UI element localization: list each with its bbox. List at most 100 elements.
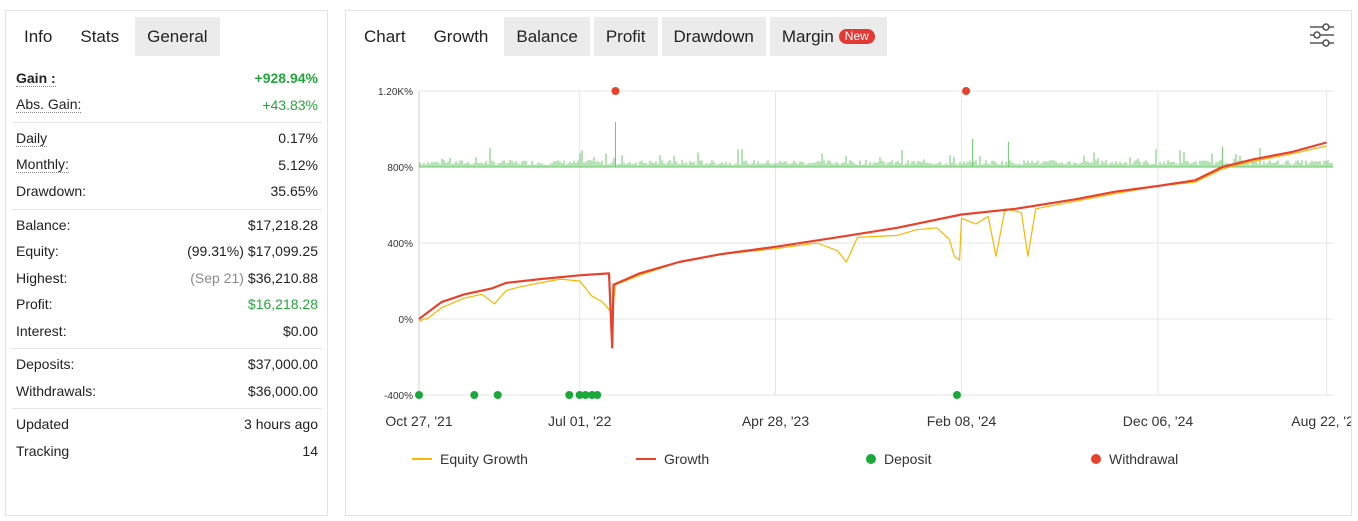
- daily-label[interactable]: Daily: [16, 129, 48, 147]
- tab-growth[interactable]: Growth: [421, 17, 501, 56]
- chart-legend: Equity Growth Growth Deposit Withdrawal: [346, 451, 1353, 471]
- highest-date: (Sep 21): [190, 269, 244, 286]
- x-axis-labels: Oct 27, '21 Jul 01, '22 Apr 28, '23 Feb 08,…: [385, 413, 1351, 429]
- drawdown-value: 35.65%: [270, 183, 318, 200]
- legend-deposit[interactable]: Deposit: [866, 451, 931, 467]
- x-tick-label: Oct 27, '21: [385, 413, 452, 429]
- x-tick-label: Feb 08, '24: [927, 413, 997, 429]
- deposit-marker: [575, 391, 584, 399]
- legend-withdrawal[interactable]: Withdrawal: [1091, 451, 1178, 467]
- legend-equity-growth[interactable]: Equity Growth: [412, 451, 528, 467]
- series-lines: [418, 141, 1327, 349]
- stats-list: Gain : +928.94% Abs. Gain: +43.83% Daily…: [12, 63, 322, 468]
- y-tick-label: 800%: [387, 163, 413, 174]
- updated-value: 3 hours ago: [244, 416, 318, 433]
- drawdown-label: Drawdown:: [16, 183, 87, 200]
- y-tick-label: 0%: [399, 315, 414, 326]
- interest-value: $0.00: [282, 322, 318, 339]
- y-axis-labels: 1.20K% 800% 400% 0% -400%: [378, 87, 413, 402]
- tab-margin-label: Margin: [781, 27, 834, 46]
- abs-gain-label[interactable]: Abs. Gain:: [16, 96, 82, 114]
- deposit-marker: [493, 391, 502, 399]
- profit-label: Profit:: [16, 296, 53, 313]
- tab-drawdown[interactable]: Drawdown: [661, 17, 766, 56]
- interest-label: Interest:: [16, 322, 67, 339]
- stat-row-daily: Daily 0.17%: [12, 125, 322, 152]
- deposits-value: $37,000.00: [247, 356, 318, 373]
- event-markers: [415, 87, 971, 399]
- tab-margin[interactable]: Margin New: [769, 17, 887, 56]
- stat-row-tracking: Tracking 14: [12, 438, 322, 465]
- sliders-icon[interactable]: [1309, 23, 1335, 47]
- legend-growth[interactable]: Growth: [636, 451, 709, 467]
- stats-group-rates: Daily 0.17% Monthly: 5.12% Drawdown: 35.…: [12, 123, 322, 210]
- tab-info[interactable]: Info: [24, 27, 53, 46]
- abs-gain-value: +43.83%: [262, 96, 318, 113]
- stats-group-funds: Deposits: $37,000.00 Withdrawals: $36,00…: [12, 349, 322, 409]
- stat-row-withdrawals: Withdrawals: $36,000.00: [12, 378, 322, 405]
- tab-profit[interactable]: Profit: [593, 17, 658, 56]
- equity-value-wrap: (99.31%) $17,099.25: [187, 243, 318, 259]
- chart-tab-bar: Chart Growth Balance Profit Drawdown Mar…: [352, 17, 887, 56]
- equity-line-swatch: [412, 458, 432, 460]
- stat-row-equity: Equity: (99.31%) $17,099.25: [12, 238, 322, 265]
- equity-label: Equity:: [16, 243, 59, 260]
- gain-value: +928.94%: [254, 70, 318, 87]
- stats-group-gain: Gain : +928.94% Abs. Gain: +43.83%: [12, 63, 322, 123]
- equity-percent: (99.31%): [187, 243, 244, 260]
- left-tab-bar: Info Stats General: [12, 17, 220, 56]
- chart-panel: Chart Growth Balance Profit Drawdown Mar…: [345, 10, 1352, 516]
- growth-line-swatch: [636, 458, 656, 460]
- deposit-marker: [581, 391, 590, 399]
- tab-balance[interactable]: Balance: [504, 17, 590, 56]
- stat-row-abs-gain: Abs. Gain: +43.83%: [12, 92, 322, 119]
- highest-value: $36,210.88: [247, 269, 318, 286]
- tab-stats[interactable]: Stats: [68, 17, 132, 56]
- stat-row-updated: Updated 3 hours ago: [12, 411, 322, 438]
- withdrawal-marker: [611, 87, 620, 95]
- stat-row-deposits: Deposits: $37,000.00: [12, 351, 322, 378]
- stats-group-meta: Updated 3 hours ago Tracking 14: [12, 409, 322, 468]
- highest-value-wrap: (Sep 21) $36,210.88: [190, 270, 318, 286]
- stats-group-account: Balance: $17,218.28 Equity: (99.31%) $17,…: [12, 210, 322, 349]
- profit-value: $16,218.28: [247, 296, 318, 313]
- highest-label: Highest:: [16, 269, 68, 286]
- x-tick-label: Apr 28, '23: [742, 413, 809, 429]
- deposit-marker: [565, 391, 574, 399]
- updated-label: Updated: [16, 416, 69, 433]
- legend-equity-label: Equity Growth: [440, 451, 528, 467]
- tab-general[interactable]: General: [135, 17, 220, 56]
- withdrawal-marker: [962, 87, 971, 95]
- tab-chart[interactable]: Chart: [364, 27, 406, 46]
- y-tick-label: 400%: [387, 239, 413, 250]
- stats-panel: Info Stats General Gain : +928.94% Abs. …: [5, 10, 328, 516]
- stat-row-profit: Profit: $16,218.28: [12, 291, 322, 318]
- stat-row-gain: Gain : +928.94%: [12, 65, 322, 92]
- withdrawals-label: Withdrawals:: [16, 382, 97, 399]
- deposits-label: Deposits:: [16, 356, 75, 373]
- balance-label: Balance:: [16, 216, 71, 233]
- tracking-label: Tracking: [16, 442, 70, 459]
- y-tick-label: -400%: [384, 391, 413, 402]
- deposit-marker: [593, 391, 602, 399]
- withdrawal-dot-swatch: [1091, 454, 1101, 464]
- gain-label[interactable]: Gain :: [16, 69, 56, 87]
- deposit-dot-swatch: [866, 454, 876, 464]
- deposit-marker: [415, 391, 423, 399]
- legend-withdrawal-label: Withdrawal: [1109, 451, 1179, 467]
- x-tick-label: Aug 22, '25: [1291, 413, 1351, 429]
- deposit-marker: [952, 391, 961, 399]
- growth-line: [418, 141, 1327, 349]
- equity-growth-line: [418, 145, 1327, 322]
- y-tick-label: 1.20K%: [378, 87, 413, 98]
- volume-bars: [419, 122, 1333, 168]
- deposit-marker: [470, 391, 479, 399]
- stat-row-monthly: Monthly: 5.12%: [12, 152, 322, 179]
- new-badge: New: [838, 29, 875, 44]
- stat-row-highest: Highest: (Sep 21) $36,210.88: [12, 265, 322, 292]
- monthly-label[interactable]: Monthly:: [16, 156, 69, 174]
- monthly-value: 5.12%: [278, 156, 318, 173]
- stat-row-interest: Interest: $0.00: [12, 318, 322, 345]
- daily-value: 0.17%: [278, 130, 318, 147]
- tracking-value: 14: [302, 442, 318, 459]
